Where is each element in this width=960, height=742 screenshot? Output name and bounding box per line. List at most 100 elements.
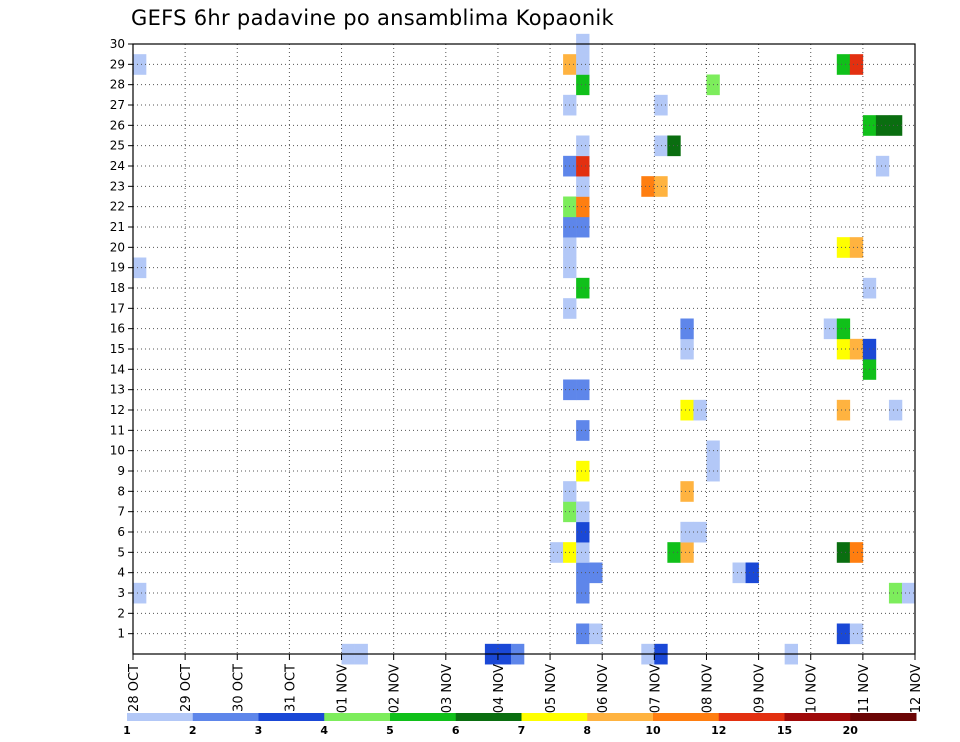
colorbar-swatch <box>784 713 851 721</box>
heatmap-cell <box>680 338 694 360</box>
y-tick-label: 4 <box>117 566 125 580</box>
heatmap-cell <box>133 257 147 279</box>
y-tick-label: 21 <box>110 220 125 234</box>
heatmap-cell <box>576 216 590 238</box>
y-tick-label: 5 <box>117 545 125 559</box>
x-tick-label: 06 NOV <box>596 664 611 713</box>
y-tick-label: 11 <box>110 423 125 437</box>
heatmap-cell <box>641 176 655 197</box>
heatmap-cell <box>836 318 851 340</box>
y-tick-label: 14 <box>110 362 125 376</box>
y-tick-label: 1 <box>117 627 125 641</box>
heatmap-cell <box>888 399 903 421</box>
heatmap-cell <box>667 542 681 563</box>
y-tick-label: 24 <box>110 159 125 173</box>
heatmap-cell <box>576 501 590 523</box>
x-tick-label: 01 NOV <box>336 664 351 713</box>
heatmap-cell <box>745 562 759 584</box>
y-tick-label: 13 <box>110 383 125 397</box>
y-tick-label: 15 <box>110 342 125 356</box>
colorbar-swatch <box>587 713 654 721</box>
y-tick-label: 9 <box>117 464 125 478</box>
colorbar-swatch <box>718 713 785 721</box>
heatmap-cell <box>576 155 590 177</box>
colorbar-label: 4 <box>320 724 328 737</box>
y-tick-label: 30 <box>110 37 125 51</box>
heatmap-cell <box>133 582 147 604</box>
colorbar-label: 3 <box>255 724 263 737</box>
x-tick-label: 02 NOV <box>388 664 403 713</box>
heatmap-cell <box>693 521 707 543</box>
heatmap-cell <box>576 74 590 96</box>
colorbar-swatch <box>521 713 588 721</box>
y-tick-label: 7 <box>117 505 125 519</box>
heatmap-cell <box>680 542 694 563</box>
y-tick-label: 29 <box>110 57 125 71</box>
colorbar-swatch <box>127 713 194 721</box>
heatmap-cell <box>836 623 851 645</box>
x-tick-label: 04 NOV <box>492 664 507 713</box>
colorbar-label: 1 <box>123 724 131 737</box>
heatmap-cell <box>901 582 916 604</box>
colorbar-swatch <box>455 713 522 721</box>
colorbar-label: 5 <box>386 724 394 737</box>
heatmap-cell <box>680 399 694 421</box>
cells-layer <box>133 33 916 665</box>
heatmap-cell <box>836 542 851 563</box>
y-tick-label: 22 <box>110 200 125 214</box>
heatmap-cell <box>849 338 864 360</box>
x-tick-label: 10 NOV <box>805 664 820 713</box>
heatmap-cell <box>576 542 590 563</box>
heatmap-cell <box>576 562 590 584</box>
colorbar-label: 2 <box>189 724 197 737</box>
chart-title: GEFS 6hr padavine po ansamblima Kopaonik <box>131 6 615 30</box>
x-axis: 28 OCT 29 OCT 30 OCT 31 OCT 01 NOV 02 NOV 03 N… <box>127 654 924 713</box>
y-tick-label: 2 <box>117 606 125 620</box>
heatmap-cell <box>576 379 590 401</box>
heatmap-cell <box>849 54 864 75</box>
colorbar: 1 2 3 4 5 6 7 8 10 12 15 20 <box>123 713 917 737</box>
colorbar-label: 12 <box>711 724 726 737</box>
heatmap-cell <box>836 338 851 360</box>
heatmap-cell <box>693 399 707 421</box>
colorbar-swatch <box>192 713 259 721</box>
colorbar-label: 7 <box>518 724 526 737</box>
heatmap-cell <box>576 521 590 543</box>
y-tick-label: 6 <box>117 525 125 539</box>
heatmap-cell <box>875 115 890 136</box>
x-tick-label: 07 NOV <box>648 664 663 713</box>
heatmap-cell <box>823 318 838 340</box>
colorbar-swatch <box>258 713 325 721</box>
heatmap-cell <box>849 623 864 645</box>
heatmap-cell <box>589 623 603 645</box>
x-tick-label: 05 NOV <box>544 664 559 713</box>
x-tick-label: 08 NOV <box>700 664 715 713</box>
heatmap-cell <box>576 54 590 75</box>
y-tick-label: 16 <box>110 322 125 336</box>
x-tick-label: 11 NOV <box>857 664 872 713</box>
y-axis: 1234567891011121314151617181920212223242… <box>110 37 133 641</box>
y-tick-label: 3 <box>117 586 125 600</box>
x-tick-label: 09 NOV <box>753 664 768 713</box>
heatmap-cell <box>849 542 864 563</box>
heatmap-cell <box>576 196 590 218</box>
heatmap-cell <box>849 237 864 258</box>
colorbar-swatch <box>653 713 720 721</box>
heatmap-cell <box>888 115 903 136</box>
heatmap-cell <box>576 277 590 299</box>
heatmap-cell <box>550 542 564 563</box>
x-tick-label: 30 OCT <box>231 664 246 712</box>
y-tick-label: 12 <box>110 403 125 417</box>
heatmap-cell <box>576 582 590 604</box>
y-tick-label: 26 <box>110 118 125 132</box>
y-tick-label: 8 <box>117 484 125 498</box>
colorbar-label: 8 <box>583 724 591 737</box>
grid-layer <box>133 43 915 654</box>
heatmap-cell <box>133 54 147 75</box>
heatmap-cell <box>576 420 590 441</box>
y-tick-label: 18 <box>110 281 125 295</box>
heatmap-cell <box>888 582 903 604</box>
heatmap-cell <box>836 237 851 258</box>
x-tick-label: 28 OCT <box>127 664 142 712</box>
